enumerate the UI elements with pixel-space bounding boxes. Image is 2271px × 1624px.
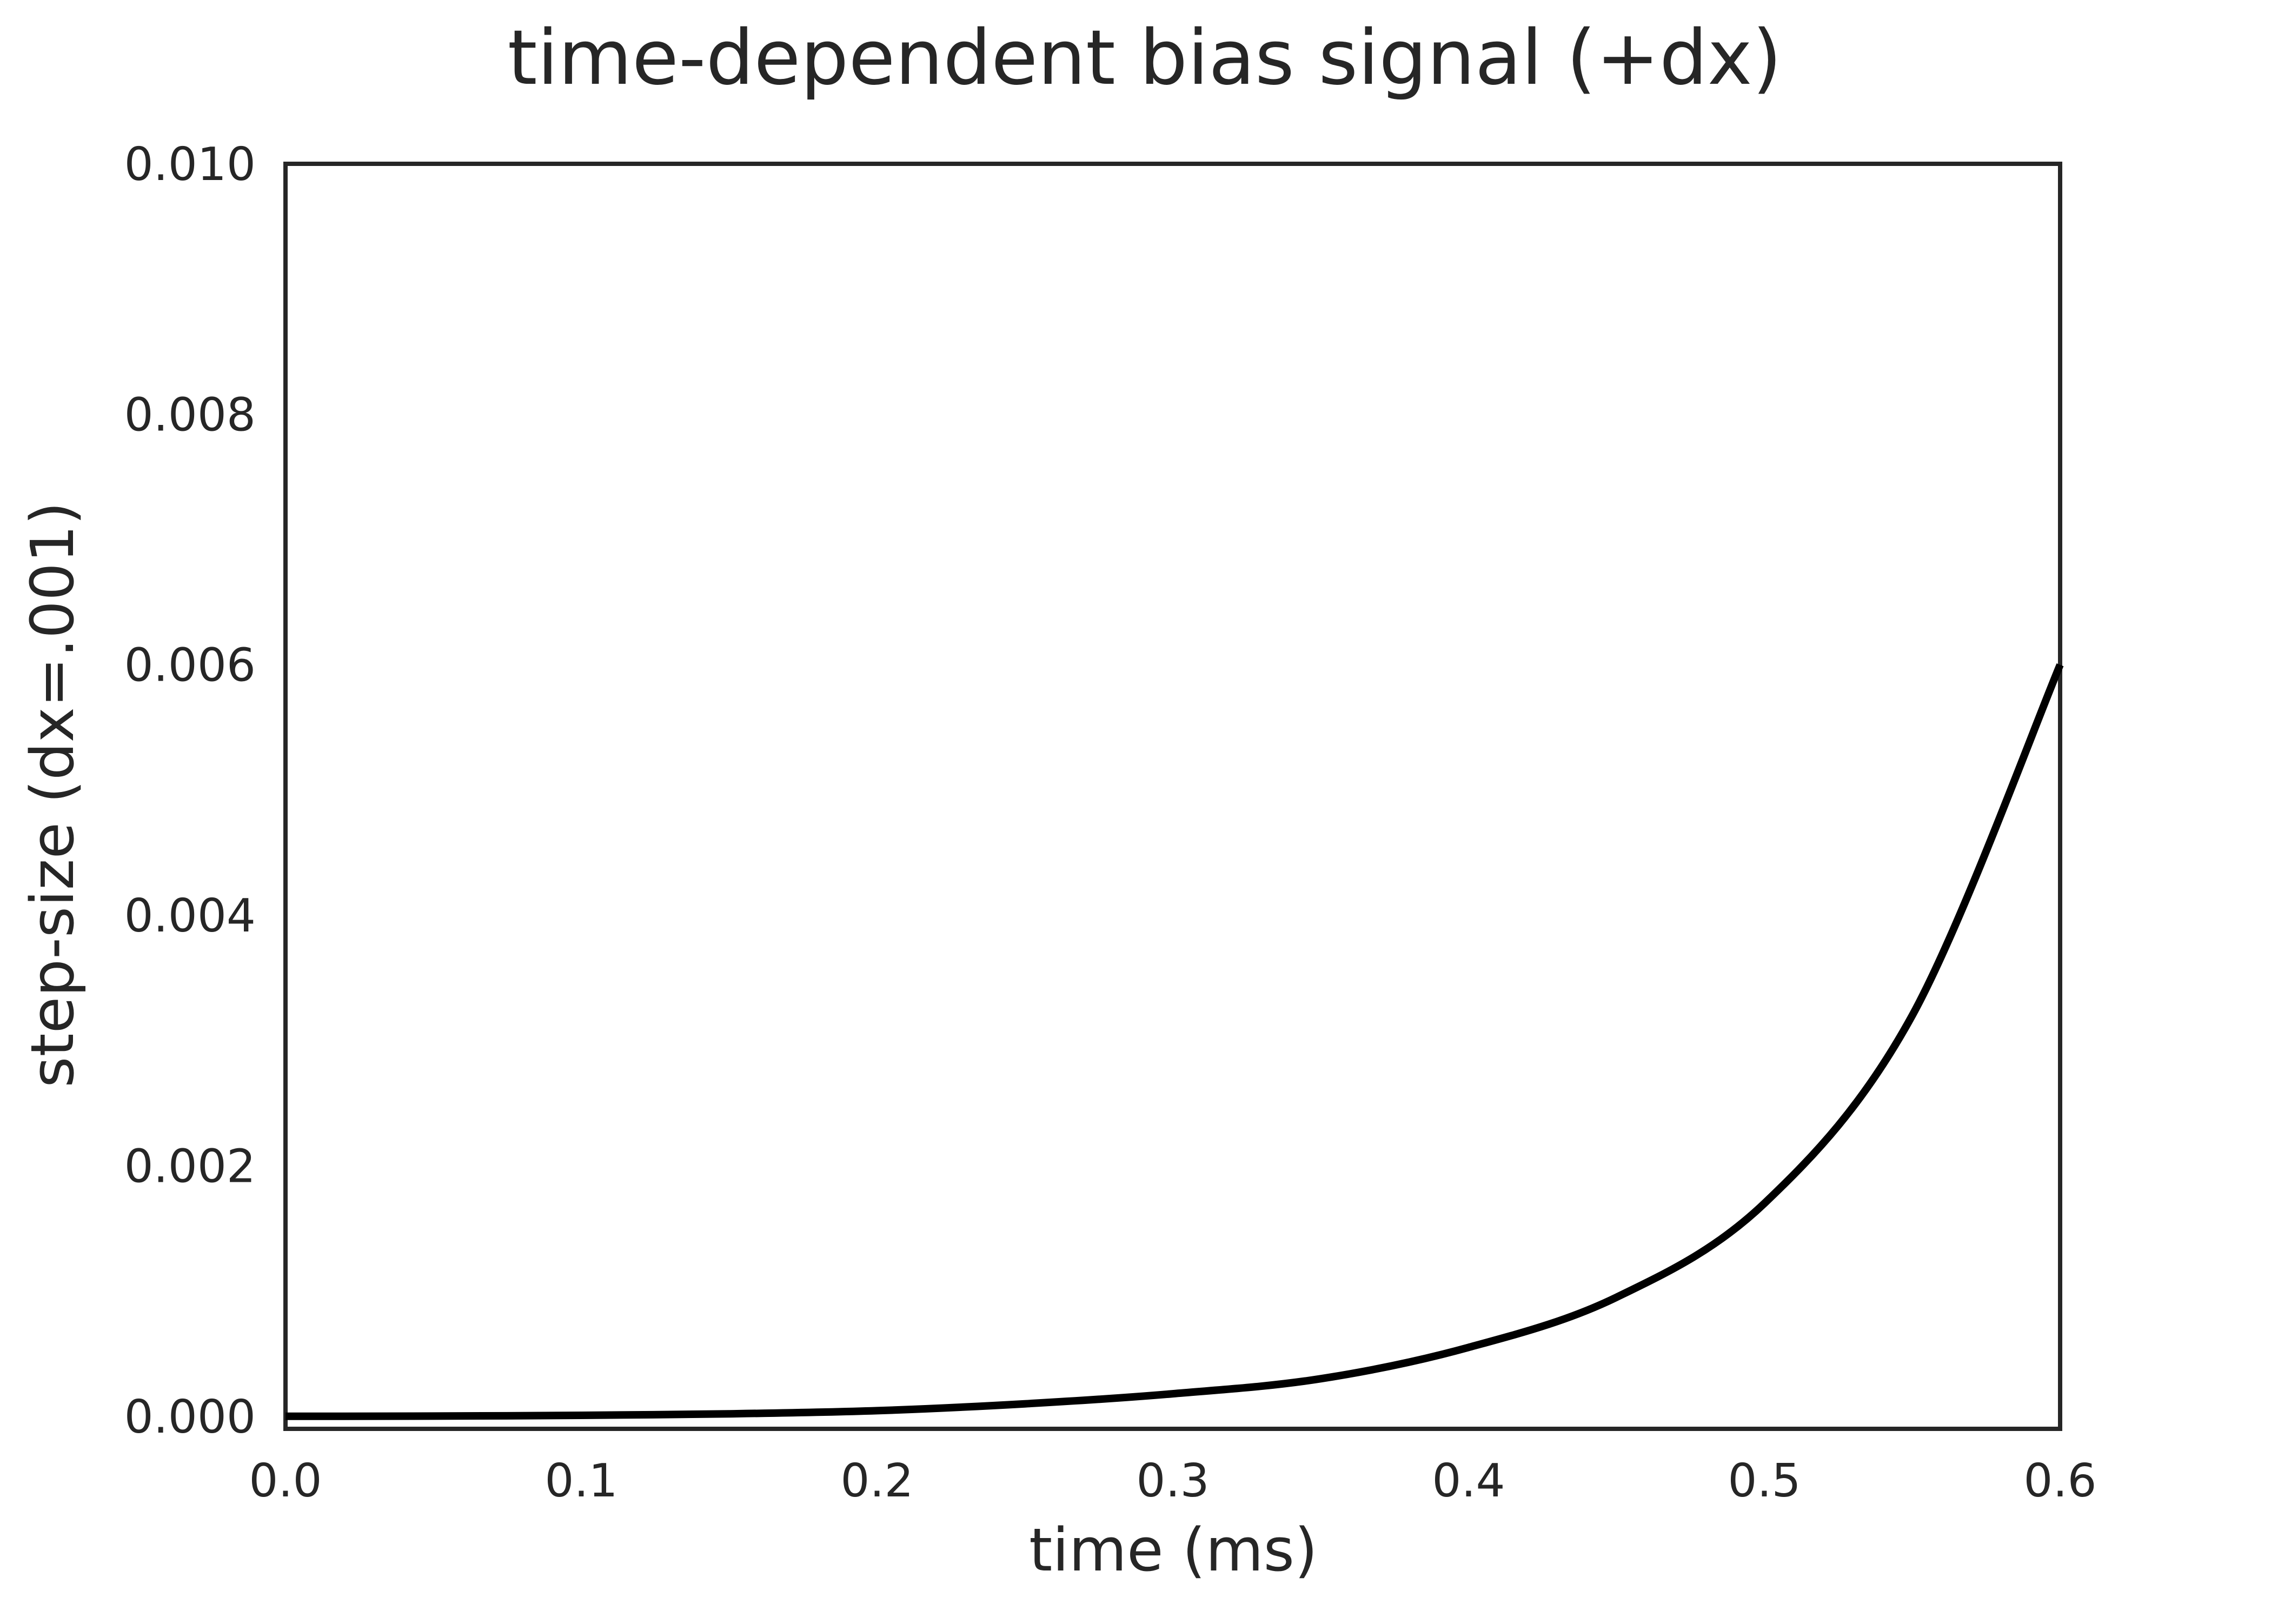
y-tick-label: 0.000 xyxy=(124,1390,256,1444)
x-tick-label: 0.5 xyxy=(1728,1454,1801,1508)
y-tick-label: 0.002 xyxy=(124,1140,256,1193)
y-axis-label: step-size (dx=.001) xyxy=(18,502,87,1088)
x-tick-label: 0.1 xyxy=(544,1454,617,1508)
series-line xyxy=(285,663,2064,1420)
x-tick-label: 0.4 xyxy=(1432,1454,1505,1508)
plot-area: 0.0 0.1 0.2 0.3 0.4 0.5 0.6 0.000 0.002 0.004 0.00… xyxy=(124,138,2097,1508)
x-axis-label: time (ms) xyxy=(1029,1515,1318,1585)
y-tick-label: 0.008 xyxy=(124,388,256,442)
y-tick-label: 0.004 xyxy=(124,889,256,943)
plot-frame xyxy=(283,162,2062,1431)
y-tick-label: 0.010 xyxy=(124,138,256,191)
x-tick-label: 0.0 xyxy=(249,1454,322,1508)
x-tick-label: 0.2 xyxy=(840,1454,913,1508)
x-tick-label: 0.3 xyxy=(1136,1454,1209,1508)
y-tick-label: 0.006 xyxy=(124,639,256,693)
chart-title: time-dependent bias signal (+dx) xyxy=(508,14,1782,102)
x-tick-label: 0.6 xyxy=(2023,1454,2096,1508)
